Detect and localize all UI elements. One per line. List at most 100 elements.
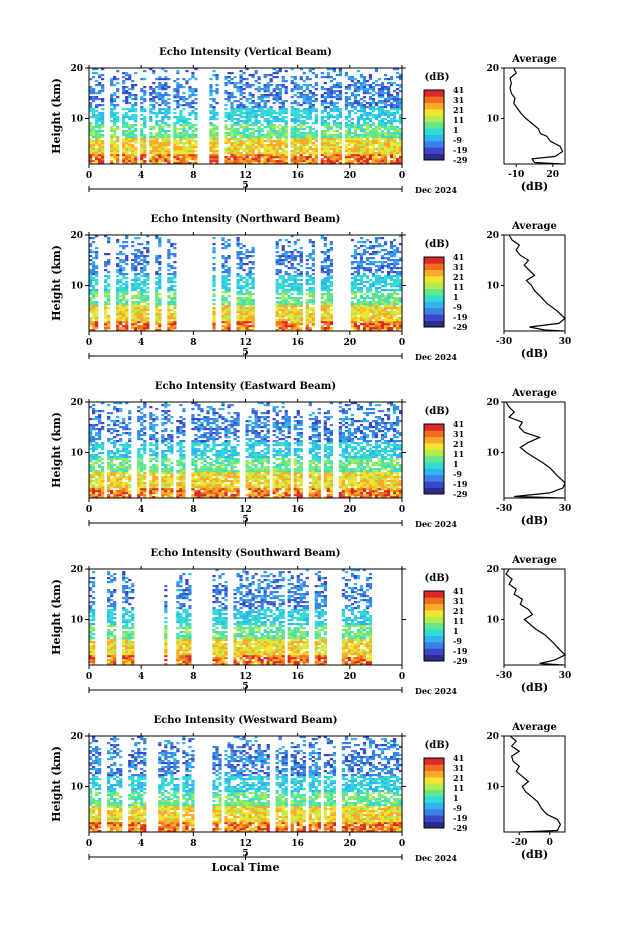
echo-cell	[372, 142, 375, 144]
echo-cell	[291, 110, 294, 112]
echo-cell	[119, 273, 122, 275]
echo-cell	[327, 144, 330, 146]
echo-cell	[242, 160, 245, 162]
echo-cell	[378, 78, 381, 80]
echo-cell	[312, 100, 315, 102]
echo-cell	[116, 154, 119, 156]
echo-cell	[324, 245, 327, 247]
echo-cell	[182, 158, 185, 160]
echo-cell	[122, 152, 125, 154]
echo-cell	[360, 150, 363, 152]
echo-cell	[297, 275, 300, 277]
echo-cell	[330, 140, 333, 142]
echo-cell	[92, 146, 95, 148]
echo-cell	[324, 130, 327, 132]
echo-cell	[149, 156, 152, 158]
echo-cell	[384, 142, 387, 144]
echo-cell	[390, 150, 393, 152]
echo-cell	[375, 148, 378, 150]
echo-cell	[330, 297, 333, 299]
echo-cell	[273, 76, 276, 78]
echo-cell	[252, 142, 255, 144]
echo-cell	[236, 237, 239, 239]
echo-cell	[167, 253, 170, 255]
echo-cell	[384, 313, 387, 315]
echo-cell	[212, 299, 215, 301]
echo-cell	[267, 122, 270, 124]
echo-cell	[282, 134, 285, 136]
echo-cell	[279, 138, 282, 140]
echo-cell	[321, 134, 324, 136]
echo-cell	[98, 148, 101, 150]
echo-cell	[321, 86, 324, 88]
echo-cell	[215, 138, 218, 140]
echo-cell	[300, 128, 303, 130]
echo-cell	[294, 241, 297, 243]
echo-cell	[288, 313, 291, 315]
echo-cell	[372, 293, 375, 295]
echo-cell	[366, 305, 369, 307]
echo-cell	[110, 148, 113, 150]
echo-cell	[146, 299, 149, 301]
echo-cell	[393, 134, 396, 136]
echo-cell	[239, 88, 242, 90]
echo-cell	[212, 150, 215, 152]
echo-cell	[324, 144, 327, 146]
echo-cell	[360, 317, 363, 319]
echo-cell	[387, 116, 390, 118]
echo-cell	[363, 108, 366, 110]
echo-cell	[339, 154, 342, 156]
echo-cell	[92, 313, 95, 315]
echo-cell	[227, 128, 230, 130]
echo-cell	[155, 295, 158, 297]
echo-cell	[339, 158, 342, 160]
echo-cell	[327, 114, 330, 116]
echo-cell	[95, 315, 98, 317]
echo-cell	[209, 88, 212, 90]
echo-cell	[221, 317, 224, 319]
echo-cell	[354, 267, 357, 269]
echo-cell	[324, 243, 327, 245]
echo-cell	[116, 299, 119, 301]
echo-cell	[176, 102, 179, 104]
echo-cell	[155, 289, 158, 291]
echo-cell	[336, 154, 339, 156]
echo-cell	[239, 158, 242, 160]
echo-cell	[155, 124, 158, 126]
echo-cell	[143, 269, 146, 271]
echo-cell	[315, 152, 318, 154]
echo-cell	[264, 100, 267, 102]
echo-cell	[176, 128, 179, 130]
echo-cell	[282, 132, 285, 134]
echo-cell	[279, 152, 282, 154]
echo-cell	[363, 146, 366, 148]
echo-cell	[131, 319, 134, 321]
echo-cell	[227, 80, 230, 82]
echo-cell	[363, 92, 366, 94]
echo-cell	[312, 72, 315, 74]
colorbar-tick-label: 11	[453, 115, 464, 125]
echo-cell	[309, 140, 312, 142]
echo-cell	[236, 325, 239, 327]
echo-cell	[164, 150, 167, 152]
echo-cell	[390, 106, 393, 108]
echo-cell	[137, 325, 140, 327]
echo-cell	[92, 285, 95, 287]
echo-cell	[158, 152, 161, 154]
echo-cell	[215, 134, 218, 136]
echo-cell	[309, 289, 312, 291]
echo-cell	[155, 116, 158, 118]
echo-cell	[294, 130, 297, 132]
echo-cell	[98, 82, 101, 84]
echo-cell	[279, 263, 282, 265]
echo-cell	[113, 124, 116, 126]
echo-cell	[348, 126, 351, 128]
echo-cell	[315, 132, 318, 134]
echo-cell	[95, 92, 98, 94]
echo-cell	[95, 295, 98, 297]
echo-cell	[239, 116, 242, 118]
echo-cell	[288, 319, 291, 321]
echo-cell	[182, 138, 185, 140]
echo-cell	[354, 128, 357, 130]
echo-cell	[173, 255, 176, 257]
